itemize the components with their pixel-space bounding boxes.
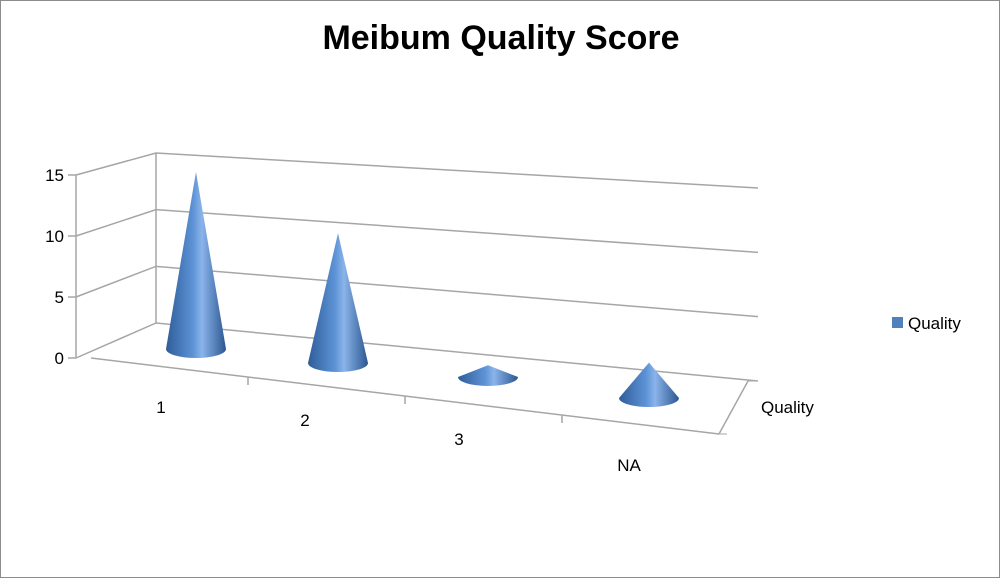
cone-1	[166, 172, 226, 358]
cone-NA	[619, 362, 679, 407]
depth-axis-label: Quality	[761, 398, 814, 417]
x-tick-label: 3	[454, 430, 463, 449]
legend-swatch	[892, 317, 903, 328]
cone-3	[458, 365, 518, 386]
chart-title: Meibum Quality Score	[322, 19, 680, 57]
x-tick-label: NA	[617, 456, 641, 475]
gridline	[75, 152, 759, 189]
y-tick-label: 0	[55, 349, 64, 368]
x-tick-label: 1	[156, 398, 165, 417]
y-tick-label: 5	[55, 288, 64, 307]
legend-label: Quality	[908, 314, 961, 333]
y-tick-label: 10	[45, 227, 64, 246]
x-tick-label: 2	[300, 411, 309, 430]
gridline	[75, 208, 759, 254]
y-tick-label: 15	[45, 166, 64, 185]
cone-2	[308, 233, 368, 372]
depth-axis	[718, 380, 749, 435]
